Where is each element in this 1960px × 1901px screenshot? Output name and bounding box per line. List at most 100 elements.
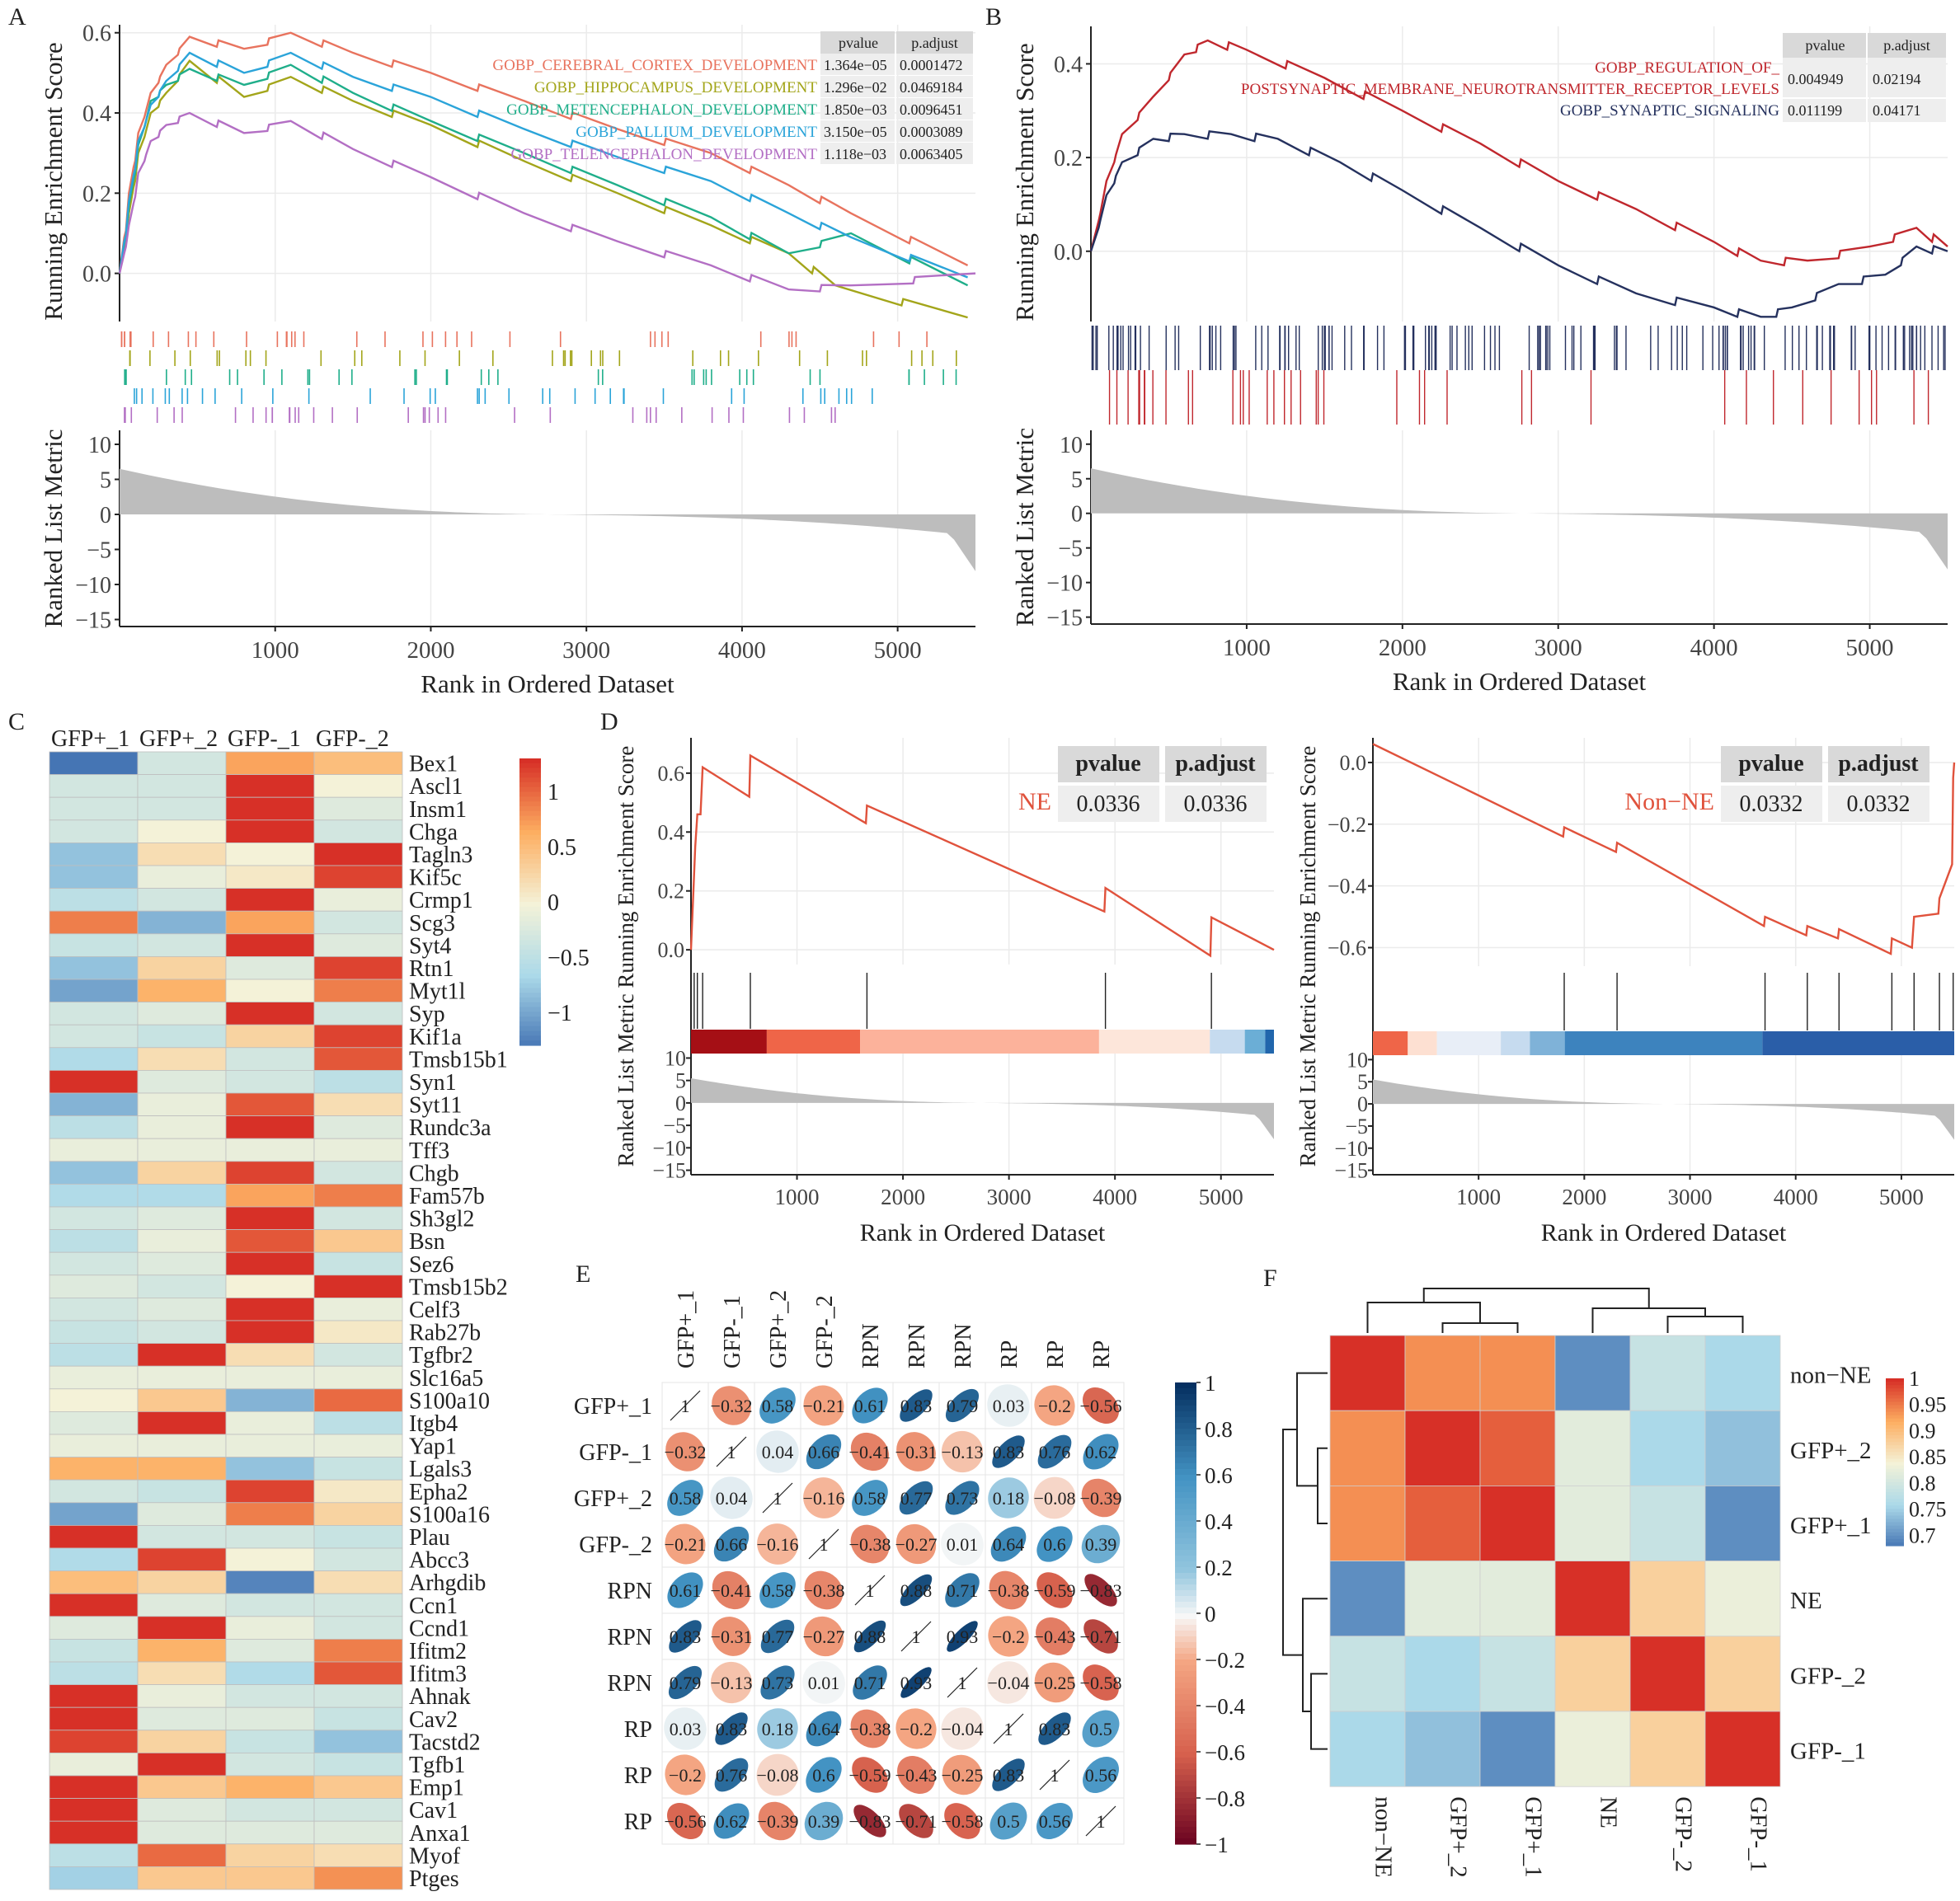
- legend-swatch: [1886, 1401, 1904, 1406]
- corr-value: −0.27: [895, 1534, 938, 1555]
- table-header-padjust: p.adjust: [1175, 751, 1256, 777]
- heatmap-cell: [137, 1730, 227, 1753]
- legend-swatch: [1175, 1804, 1196, 1810]
- x-tick-label: 3000: [987, 1185, 1032, 1209]
- legend-swatch: [519, 921, 541, 927]
- legend-swatch: [1886, 1528, 1904, 1533]
- dendrogram-branch: [1591, 1307, 1706, 1333]
- corr-ellipse: [896, 1432, 936, 1472]
- corr-value: 0.93: [947, 1626, 979, 1647]
- heatmap-cell: [225, 774, 315, 798]
- corr-value: −0.2: [669, 1765, 702, 1786]
- legend-swatch: [519, 834, 541, 841]
- heatmap-col-label: GFP-_1: [1746, 1796, 1772, 1872]
- heatmap-cell: [313, 1730, 403, 1753]
- corr-ellipse: [1081, 1478, 1121, 1518]
- table-pvalue: 1.296e−02: [824, 79, 887, 96]
- heatmap-cell: [137, 956, 227, 980]
- corr-value: 0.58: [854, 1488, 886, 1509]
- heatmap-cell: [137, 1457, 227, 1481]
- corr-value: 0.83: [993, 1442, 1025, 1462]
- corr-value: −0.39: [757, 1811, 799, 1832]
- heatmap-cell: [313, 956, 403, 980]
- corr-ellipse: [853, 1665, 887, 1700]
- heatmap-cell: [49, 1298, 139, 1321]
- corr-value: −0.25: [1034, 1673, 1076, 1693]
- heatmap-cell: [137, 1706, 227, 1731]
- heatmap-cell: [137, 979, 227, 1003]
- ranked-tick-label: 10: [1347, 1048, 1368, 1072]
- rank-colorbar-segment: [691, 1030, 767, 1054]
- corr-value: −0.38: [849, 1534, 891, 1555]
- rank-colorbar-segment: [1373, 1031, 1408, 1055]
- corr-row-label: RPN: [608, 1671, 652, 1697]
- legend-swatch: [1886, 1445, 1904, 1449]
- heatmap-row-label: Emp1: [409, 1776, 464, 1801]
- corr-ellipse: [757, 1523, 798, 1565]
- heatmap-cell: [49, 1639, 139, 1663]
- table-padjust: 0.04171: [1873, 102, 1921, 119]
- table-padjust: 0.0332: [1847, 791, 1911, 817]
- table-header: [1058, 746, 1159, 782]
- corr-ellipse: [897, 1756, 935, 1794]
- table-row-name: GOBP_METENCEPHALON_DEVELOPMENT: [506, 101, 817, 119]
- heatmap-cell: [313, 1138, 403, 1162]
- x-tick-label: 4000: [718, 637, 766, 664]
- corr-col-label: GFP-_2: [812, 1295, 838, 1368]
- legend-swatch: [1886, 1439, 1904, 1443]
- heatmap-cell: [313, 1206, 403, 1231]
- corr-value: −0.41: [711, 1580, 753, 1601]
- table-pvalue: 0.0336: [1077, 791, 1140, 817]
- dendrogram-branch: [1422, 1288, 1650, 1308]
- table-row-name: GOBP_TELENCEPHALON_DEVELOPMENT: [510, 146, 817, 163]
- legend-swatch: [519, 815, 541, 821]
- corr-ellipse: [941, 1523, 984, 1565]
- legend-swatch: [1175, 1556, 1196, 1562]
- table-header-padjust: p.adjust: [911, 35, 958, 51]
- legend-swatch: [1175, 1406, 1196, 1412]
- heatmap-cell: [1479, 1561, 1556, 1637]
- heatmap-row-label: Arhgdib: [409, 1570, 486, 1596]
- corr-value: −0.38: [849, 1719, 891, 1739]
- legend-swatch: [519, 1035, 541, 1041]
- legend-swatch: [1886, 1442, 1904, 1446]
- corr-ellipse: [852, 1480, 888, 1516]
- x-tick-label: 1000: [775, 1185, 820, 1209]
- heatmap-cell: [225, 979, 315, 1003]
- legend-swatch: [519, 839, 541, 845]
- heatmap-cell: [137, 910, 227, 935]
- x-axis-title: Rank in Ordered Dataset: [1541, 1219, 1787, 1246]
- heatmap-cell: [1629, 1711, 1706, 1787]
- gene-set-label: NE: [1018, 788, 1051, 815]
- legend-swatch: [1886, 1488, 1904, 1493]
- legend-swatch: [519, 911, 541, 917]
- corr-col-label: GFP+_1: [674, 1290, 699, 1368]
- heatmap-cell: [313, 1639, 403, 1663]
- legend-swatch: [519, 916, 541, 922]
- legend-tick-label: −0.5: [548, 946, 590, 971]
- heatmap-cell: [225, 1411, 315, 1435]
- heatmap-row-label: Syt11: [409, 1093, 462, 1119]
- heatmap-row-label: Ptges: [409, 1866, 459, 1892]
- heatmap-cell: [137, 1752, 227, 1777]
- corr-ellipse: [992, 1758, 1025, 1791]
- heatmap-cell: [137, 774, 227, 798]
- heatmap-cell: [313, 819, 403, 843]
- heatmap-cell: [225, 910, 315, 935]
- table-cell: [1828, 786, 1929, 822]
- heatmap-cell: [49, 1365, 139, 1390]
- heatmap-cell: [1629, 1486, 1706, 1562]
- heatmap-col-label: GFP-_2: [316, 726, 389, 752]
- y-tick-label: −0.6: [1328, 936, 1366, 960]
- heatmap-cell: [49, 796, 139, 821]
- corr-value: 1: [1004, 1719, 1013, 1739]
- legend-swatch: [1175, 1798, 1196, 1805]
- legend-swatch: [1175, 1642, 1196, 1649]
- heatmap-cell: [49, 1457, 139, 1481]
- heatmap-cell: [225, 1298, 315, 1321]
- ranked-tick-label: −15: [1334, 1159, 1368, 1183]
- heatmap-row-label: GFP+_1: [1790, 1513, 1872, 1539]
- corr-value: −0.38: [988, 1580, 1030, 1601]
- legend-swatch: [1886, 1485, 1904, 1490]
- ranked-metric-area: [1373, 1079, 1954, 1140]
